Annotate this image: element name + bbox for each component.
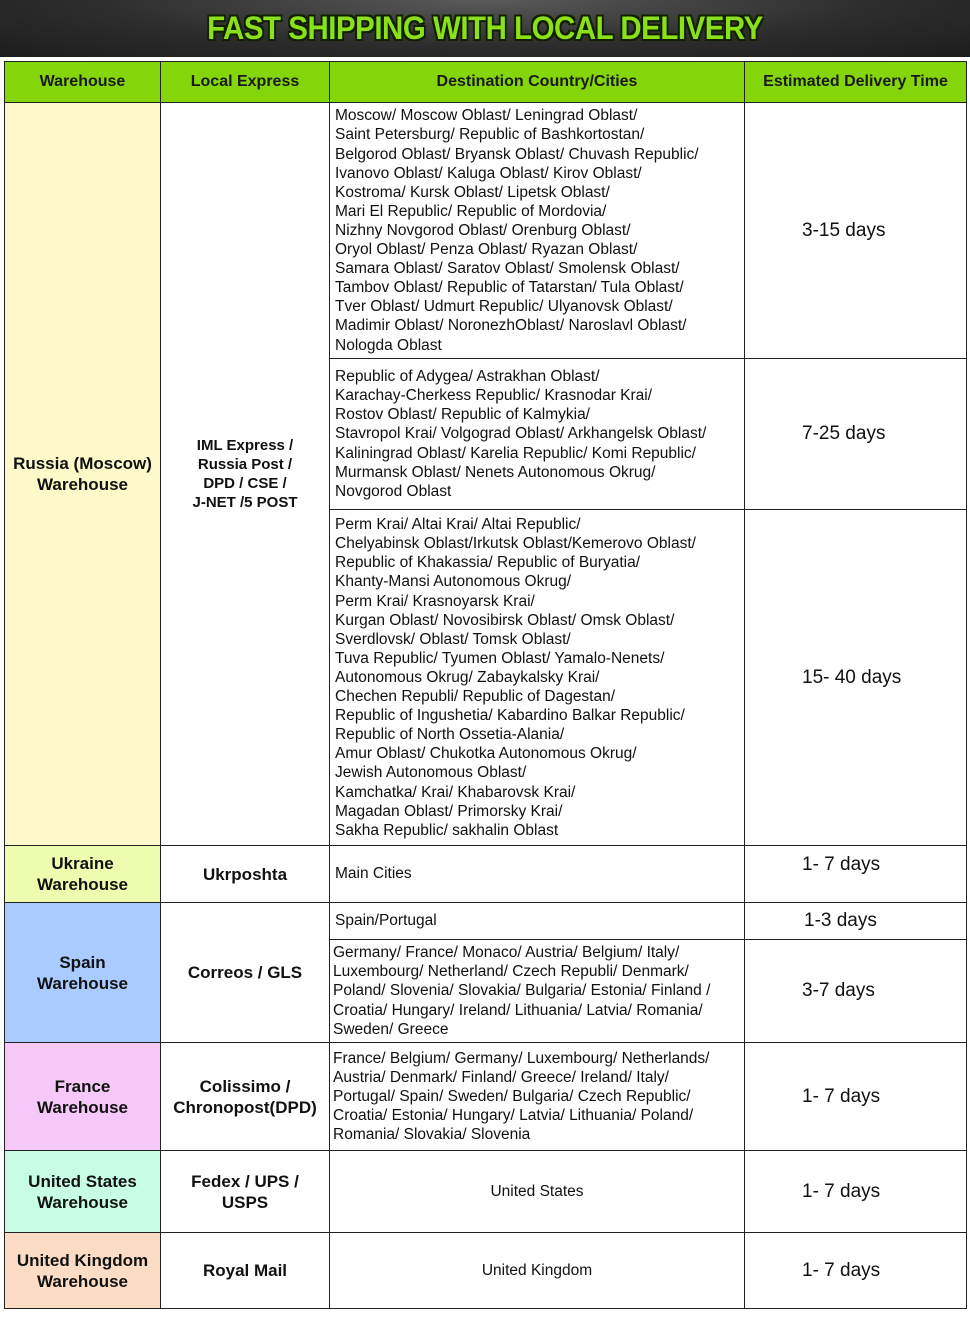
warehouse-us: United States Warehouse [4,1150,161,1233]
delivery-time: 1-3 days [744,902,967,940]
warehouse-ukraine: Ukraine Warehouse [4,845,161,903]
table-row: France Warehouse Colissimo / Chronopost(… [4,1042,967,1151]
express-us: Fedex / UPS / USPS [160,1150,330,1233]
table-row: Spain Warehouse Correos / GLS Spain/Port… [4,902,967,1043]
warehouse-russia: Russia (Moscow) Warehouse [4,102,161,846]
destination-cell: Spain/Portugal [329,902,745,940]
delivery-time: 1- 7 days [744,1150,967,1233]
destination-cell: United Kingdom [329,1232,745,1309]
col-time: Estimated Delivery Time [744,61,967,103]
destination-cell: Moscow/ Moscow Oblast/ Leningrad Oblast/… [329,102,745,359]
delivery-time: 15- 40 days [744,509,967,846]
table-row: Ukraine Warehouse Ukrposhta Main Cities … [4,845,967,903]
destination-cell: France/ Belgium/ Germany/ Luxembourg/ Ne… [329,1042,745,1151]
table-row: United States Warehouse Fedex / UPS / US… [4,1150,967,1233]
table-row: Russia (Moscow) Warehouse IML Express / … [4,102,967,846]
destination-cell: Perm Krai/ Altai Krai/ Altai Republic/ C… [329,509,745,846]
banner: FAST SHIPPING WITH LOCAL DELIVERY [0,0,970,57]
destination-cell: Republic of Adygea/ Astrakhan Oblast/ Ka… [329,358,745,510]
table-row: Republic of Adygea/ Astrakhan Oblast/ Ka… [5,358,967,510]
delivery-time: 3-7 days [744,939,967,1043]
express-france: Colissimo / Chronopost(DPD) [160,1042,330,1151]
express-ukraine: Ukrposhta [160,845,330,903]
table-row: Perm Krai/ Altai Krai/ Altai Republic/ C… [5,509,967,846]
delivery-time: 1- 7 days [744,1232,967,1309]
destination-cell: United States [329,1150,745,1233]
table-row: United Kingdom Warehouse Royal Mail Unit… [4,1232,967,1309]
delivery-time: 7-25 days [744,358,967,510]
express-spain: Correos / GLS [160,902,330,1043]
col-warehouse: Warehouse [4,61,161,103]
delivery-time: 1- 7 days [744,1042,967,1151]
banner-title: FAST SHIPPING WITH LOCAL DELIVERY [207,10,763,46]
col-express: Local Express [160,61,330,103]
express-russia: IML Express / Russia Post / DPD / CSE / … [160,102,330,846]
warehouse-uk: United Kingdom Warehouse [4,1232,161,1309]
table-row: Germany/ France/ Monaco/ Austria/ Belgiu… [5,939,967,1043]
shipping-table: Warehouse Local Express Destination Coun… [4,61,967,1309]
header-row: Warehouse Local Express Destination Coun… [4,61,967,103]
delivery-time: 3-15 days [744,102,967,359]
destination-cell: Main Cities [329,845,745,903]
warehouse-spain: Spain Warehouse [4,902,161,1043]
destination-cell: Germany/ France/ Monaco/ Austria/ Belgiu… [329,939,745,1043]
delivery-time: 1- 7 days [744,845,967,903]
col-destination: Destination Country/Cities [329,61,745,103]
express-uk: Royal Mail [160,1232,330,1309]
warehouse-france: France Warehouse [4,1042,161,1151]
